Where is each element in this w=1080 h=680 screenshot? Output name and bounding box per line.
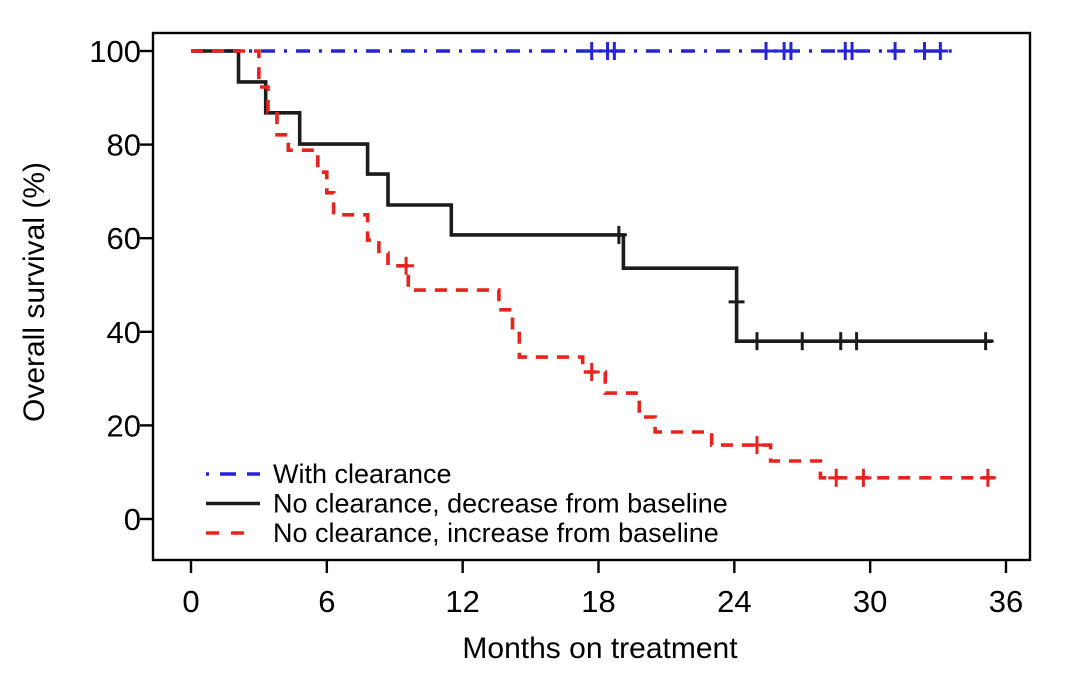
censor-mark-no-clearance-decrease-from-baseline — [610, 225, 627, 244]
censor-mark-with-clearance — [916, 42, 933, 60]
plot-frame — [151, 31, 1032, 562]
x-tick-label: 0 — [182, 584, 199, 619]
censor-mark-no-clearance-decrease-from-baseline — [794, 332, 811, 351]
legend-item-no-clearance-increase-from-baseline: No clearance, increase from baseline — [206, 518, 719, 548]
survival-curves — [191, 49, 1002, 480]
legend-label: No clearance, increase from baseline — [273, 518, 719, 548]
censor-mark-no-clearance-decrease-from-baseline — [832, 332, 849, 351]
censor-marks — [398, 42, 996, 487]
censor-mark-with-clearance — [932, 42, 949, 60]
legend-label: No clearance, decrease from baseline — [273, 489, 728, 519]
censor-mark-with-clearance — [844, 42, 861, 60]
censor-mark-no-clearance-decrease-from-baseline — [748, 332, 765, 351]
censor-mark-with-clearance — [758, 42, 775, 60]
x-tick-label: 24 — [717, 584, 751, 619]
y-tick-label: 20 — [107, 408, 141, 443]
censor-mark-no-clearance-increase-from-baseline — [979, 468, 996, 487]
y-tick-label: 0 — [124, 502, 141, 537]
x-tick-label: 30 — [853, 584, 887, 619]
censor-mark-no-clearance-increase-from-baseline — [748, 436, 765, 455]
curve-no-clearance-increase-from-baseline — [191, 49, 1002, 480]
censor-mark-with-clearance — [606, 42, 623, 60]
censor-mark-no-clearance-decrease-from-baseline — [977, 332, 994, 351]
censor-mark-no-clearance-increase-from-baseline — [583, 363, 600, 382]
curve-no-clearance-decrease-from-baseline — [191, 49, 993, 343]
y-tick-label: 40 — [107, 315, 141, 350]
x-axis-title: Months on treatment — [462, 632, 738, 665]
censor-mark-no-clearance-decrease-from-baseline — [848, 332, 865, 351]
censor-mark-with-clearance — [782, 42, 799, 60]
legend-item-with-clearance: With clearance — [206, 459, 452, 489]
censor-mark-no-clearance-increase-from-baseline — [828, 468, 845, 487]
censor-mark-with-clearance — [583, 42, 600, 60]
x-axis-ticks: 0 6 12 18 24 30 36 — [182, 560, 1023, 619]
censor-mark-no-clearance-increase-from-baseline — [398, 256, 415, 275]
x-tick-label: 36 — [989, 584, 1023, 619]
y-tick-label: 60 — [107, 221, 141, 256]
legend-label: With clearance — [273, 459, 452, 489]
y-axis-ticks: 0 20 40 60 80 100 — [89, 34, 153, 537]
y-axis-title: Overall survival (%) — [18, 162, 51, 422]
x-tick-label: 6 — [318, 584, 335, 619]
x-tick-label: 18 — [581, 584, 615, 619]
y-tick-label: 100 — [89, 34, 141, 69]
censor-mark-no-clearance-decrease-from-baseline — [728, 292, 745, 311]
legend-item-no-clearance-decrease-from-baseline: No clearance, decrease from baseline — [206, 489, 728, 519]
censor-mark-with-clearance — [887, 42, 904, 60]
x-tick-label: 12 — [445, 584, 479, 619]
censor-mark-no-clearance-increase-from-baseline — [855, 468, 872, 487]
y-tick-label: 80 — [107, 128, 141, 163]
